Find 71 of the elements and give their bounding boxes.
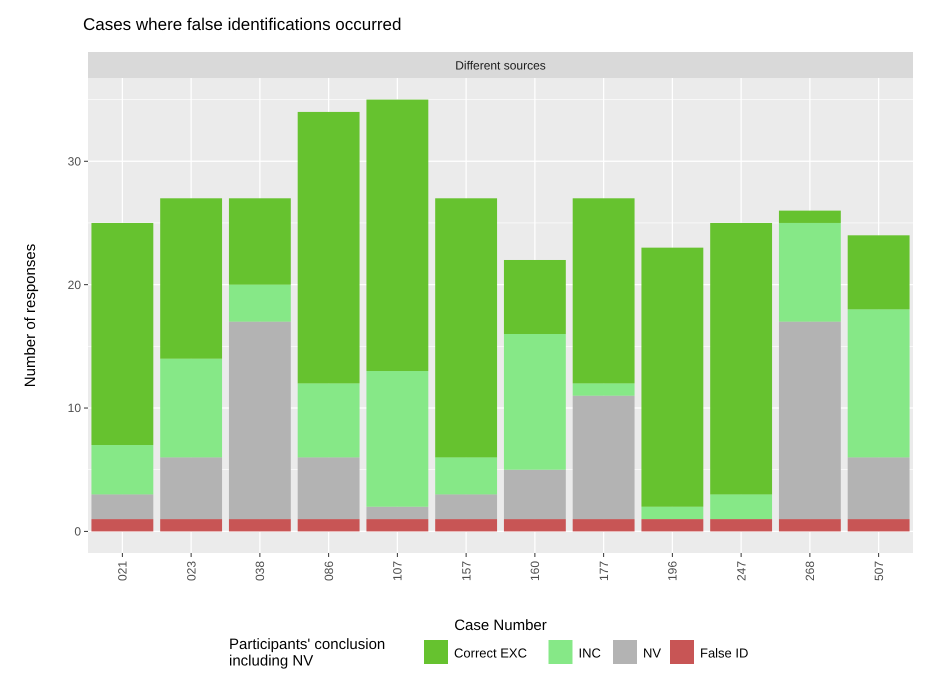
bar bbox=[641, 519, 704, 532]
bar bbox=[91, 494, 154, 520]
bar bbox=[778, 222, 841, 322]
bar bbox=[160, 198, 222, 359]
bar bbox=[91, 222, 154, 446]
bar bbox=[572, 198, 635, 384]
bar bbox=[504, 519, 566, 532]
bar bbox=[848, 309, 910, 458]
bar bbox=[160, 358, 222, 458]
x-tick-label: 086 bbox=[322, 560, 336, 582]
y-tick-label: 20 bbox=[68, 278, 82, 292]
bar bbox=[504, 470, 566, 520]
x-tick-label: 021 bbox=[116, 560, 130, 582]
x-tick-label: 196 bbox=[666, 560, 680, 582]
bar bbox=[848, 519, 910, 532]
x-tick-label: 157 bbox=[459, 560, 474, 582]
bar bbox=[710, 519, 772, 532]
bar bbox=[504, 334, 566, 470]
bar bbox=[228, 322, 291, 520]
chart-title: Cases where false identifications occurred bbox=[83, 15, 402, 34]
bar bbox=[366, 100, 428, 372]
bar bbox=[160, 519, 222, 532]
y-tick-label: 10 bbox=[68, 401, 82, 416]
x-tick-label: 107 bbox=[390, 560, 405, 582]
bar bbox=[641, 248, 704, 507]
legend-label: False ID bbox=[700, 646, 748, 661]
bar bbox=[91, 445, 154, 494]
y-tick-label: 30 bbox=[68, 154, 82, 168]
bar bbox=[778, 322, 841, 520]
bar bbox=[848, 457, 910, 520]
bar bbox=[710, 222, 772, 494]
bar bbox=[572, 396, 635, 520]
x-tick-label: 023 bbox=[184, 560, 198, 582]
bar bbox=[572, 383, 635, 396]
bar bbox=[366, 506, 428, 520]
x-tick-label: 507 bbox=[872, 560, 886, 582]
bar bbox=[298, 383, 360, 458]
y-axis-title: Number of responses bbox=[22, 244, 39, 388]
bar bbox=[778, 519, 841, 532]
bar bbox=[778, 210, 841, 223]
legend-label: INC bbox=[578, 646, 601, 661]
legend-label: NV bbox=[643, 646, 662, 661]
bar bbox=[91, 519, 154, 532]
x-tick-label: 247 bbox=[734, 560, 748, 582]
bar bbox=[504, 260, 566, 334]
x-tick-label: 038 bbox=[253, 560, 268, 582]
legend-title: Participants' conclusion including NV bbox=[229, 636, 386, 670]
bar bbox=[572, 519, 635, 532]
bar bbox=[366, 371, 428, 507]
x-tick-label: 177 bbox=[596, 560, 611, 582]
chart-subtitle: Different sources bbox=[455, 58, 546, 72]
y-tick-label: 0 bbox=[74, 524, 82, 539]
bar bbox=[710, 494, 772, 520]
bar bbox=[228, 198, 291, 285]
legend-label: Correct EXC bbox=[454, 646, 527, 661]
bar bbox=[298, 519, 360, 532]
bar bbox=[366, 519, 428, 532]
x-tick-label: 268 bbox=[803, 560, 818, 582]
x-tick-label: 160 bbox=[528, 560, 542, 582]
bar bbox=[435, 494, 498, 520]
bar bbox=[435, 198, 498, 458]
bar bbox=[298, 457, 360, 520]
bar bbox=[641, 506, 704, 520]
bar bbox=[160, 457, 222, 520]
bar bbox=[848, 235, 910, 310]
bar bbox=[228, 519, 291, 532]
x-axis-title: Case Number bbox=[454, 617, 547, 634]
bar bbox=[298, 112, 360, 384]
bar bbox=[435, 457, 498, 494]
bar bbox=[228, 284, 291, 322]
bar bbox=[435, 519, 498, 532]
